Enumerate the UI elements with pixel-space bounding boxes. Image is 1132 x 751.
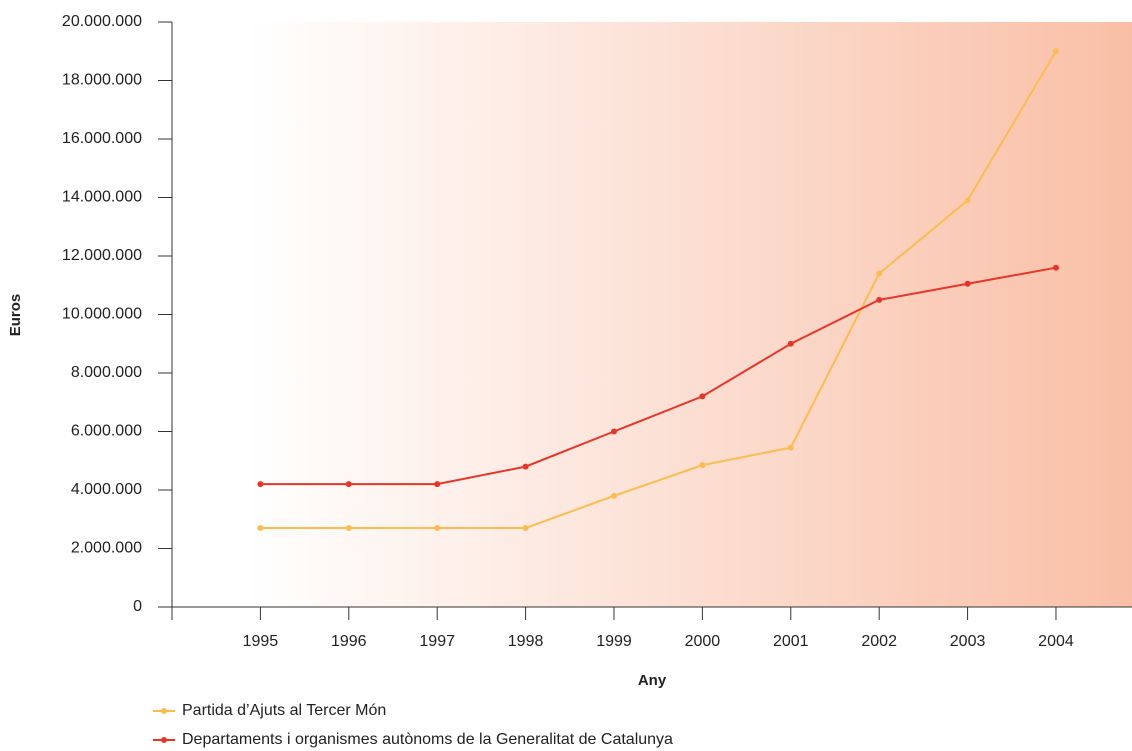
y-axis-label: Euros bbox=[7, 294, 24, 337]
data-point bbox=[522, 463, 529, 470]
x-tick-label: 2002 bbox=[861, 633, 897, 650]
data-point bbox=[699, 462, 706, 469]
x-tick-label: 1998 bbox=[508, 633, 544, 650]
x-tick-label: 2004 bbox=[1038, 633, 1074, 650]
x-tick-label: 1995 bbox=[243, 633, 279, 650]
x-tick-label: 1999 bbox=[596, 633, 632, 650]
y-tick-label: 4.000.000 bbox=[71, 481, 142, 498]
data-point bbox=[1052, 48, 1059, 55]
y-tick-label: 0 bbox=[133, 598, 142, 615]
legend-label: Departaments i organismes autònoms de la… bbox=[182, 731, 673, 748]
legend-label: Partida d’Ajuts al Tercer Món bbox=[182, 702, 386, 719]
x-tick-label: 2001 bbox=[773, 633, 809, 650]
data-point bbox=[876, 296, 883, 303]
y-tick-label: 12.000.000 bbox=[62, 247, 142, 264]
data-point bbox=[257, 481, 264, 488]
y-tick-label: 14.000.000 bbox=[62, 189, 142, 206]
x-tick-label: 1996 bbox=[331, 633, 367, 650]
data-point bbox=[964, 197, 971, 204]
data-point bbox=[699, 393, 706, 400]
data-point bbox=[522, 525, 529, 532]
data-point bbox=[434, 481, 441, 488]
x-tick-label: 2003 bbox=[950, 633, 986, 650]
plot-background bbox=[172, 22, 1132, 607]
data-point bbox=[610, 492, 617, 499]
legend-swatch-dot bbox=[161, 708, 167, 714]
data-point bbox=[345, 525, 352, 532]
data-point bbox=[610, 428, 617, 435]
y-tick-label: 8.000.000 bbox=[71, 364, 142, 381]
x-tick-label: 1997 bbox=[419, 633, 455, 650]
data-point bbox=[1052, 264, 1059, 271]
data-point bbox=[876, 270, 883, 277]
series-line bbox=[260, 266, 1057, 486]
data-point bbox=[787, 340, 794, 347]
data-point bbox=[787, 444, 794, 451]
y-tick-label: 16.000.000 bbox=[62, 130, 142, 147]
y-tick-label: 2.000.000 bbox=[71, 540, 142, 557]
legend-swatch-dot bbox=[161, 737, 167, 743]
data-point bbox=[434, 525, 441, 532]
y-tick-label: 6.000.000 bbox=[71, 423, 142, 440]
y-tick-label: 18.000.000 bbox=[62, 72, 142, 89]
data-point bbox=[964, 280, 971, 287]
y-tick-label: 10.000.000 bbox=[62, 306, 142, 323]
data-point bbox=[257, 525, 264, 532]
x-tick-label: 2000 bbox=[685, 633, 721, 650]
y-tick-label: 20.000.000 bbox=[62, 13, 142, 30]
series-line bbox=[260, 50, 1057, 530]
x-axis-label: Any bbox=[638, 672, 667, 689]
data-point bbox=[345, 481, 352, 488]
